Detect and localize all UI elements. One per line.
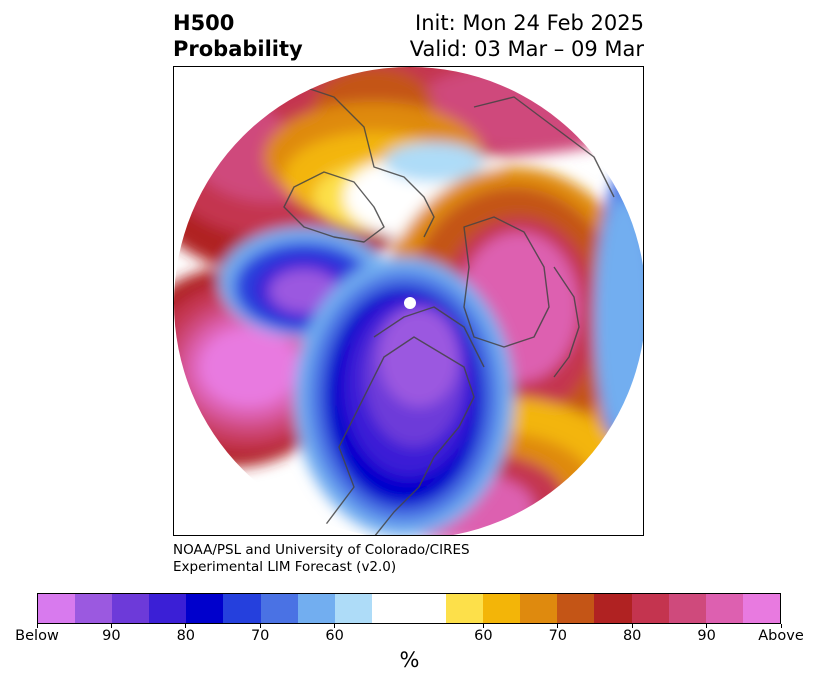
colorbar-cell bbox=[334, 594, 372, 623]
colorbar-cell bbox=[297, 594, 335, 623]
coastline bbox=[473, 96, 615, 198]
colorbar-cell bbox=[112, 594, 150, 623]
title-quantity: Probability bbox=[173, 37, 303, 61]
colorbar-tick-mark bbox=[706, 624, 708, 628]
coastline bbox=[463, 216, 550, 348]
colorbar-cell bbox=[557, 594, 595, 623]
colorbar-cell bbox=[631, 594, 669, 623]
map-region bbox=[269, 269, 339, 313]
colorbar-tick-label: Above bbox=[758, 628, 804, 644]
colorbar-cell bbox=[38, 594, 76, 623]
credits: NOAA/PSL and University of Colorado/CIRE… bbox=[173, 542, 470, 576]
colorbar-tick-mark bbox=[185, 624, 187, 628]
colorbar-tick-label: 80 bbox=[176, 628, 196, 644]
colorbar-tick-mark bbox=[557, 624, 559, 628]
init-date: Init: Mon 24 Feb 2025 bbox=[415, 11, 644, 35]
colorbar-tick-label: 60 bbox=[474, 628, 493, 644]
colorbar-cell bbox=[668, 594, 706, 623]
colorbar-tick-mark bbox=[36, 624, 38, 628]
colorbar-tick-mark bbox=[334, 624, 336, 628]
colorbar-tick-mark bbox=[780, 624, 782, 628]
title-left: H500 Probability bbox=[173, 10, 303, 62]
credits-line1: NOAA/PSL and University of Colorado/CIRE… bbox=[173, 542, 470, 558]
colorbar-cell bbox=[594, 594, 632, 623]
colorbar-tick-label: 90 bbox=[102, 628, 121, 644]
credits-line2: Experimental LIM Forecast (v2.0) bbox=[173, 559, 397, 575]
colorbar-tick-mark bbox=[259, 624, 261, 628]
title-variable: H500 bbox=[173, 11, 235, 35]
map-panel bbox=[173, 66, 644, 536]
colorbar-cell bbox=[260, 594, 298, 623]
coastline bbox=[283, 171, 385, 243]
colorbar-cell bbox=[742, 594, 780, 623]
colorbar-tick-label: 70 bbox=[548, 628, 568, 644]
colorbar-cell bbox=[186, 594, 224, 623]
map-region bbox=[379, 307, 459, 407]
colorbar-tick-mark bbox=[482, 624, 484, 628]
colorbar-cell bbox=[223, 594, 261, 623]
colorbar-tick-label: 80 bbox=[622, 628, 642, 644]
map-region bbox=[384, 142, 484, 182]
colorbar-cell bbox=[75, 594, 113, 623]
colorbar-tick-label: 90 bbox=[697, 628, 716, 644]
colorbar-tick-label: 60 bbox=[325, 628, 344, 644]
probability-map bbox=[174, 67, 643, 535]
colorbar bbox=[37, 593, 781, 624]
colorbar-cell bbox=[446, 594, 484, 623]
coastline bbox=[323, 336, 475, 535]
colorbar-cell bbox=[483, 594, 521, 623]
pole-marker bbox=[404, 297, 416, 309]
valid-range: Valid: 03 Mar – 09 Mar bbox=[409, 37, 644, 61]
title-right: Init: Mon 24 Feb 2025 Valid: 03 Mar – 09… bbox=[410, 10, 644, 62]
colorbar-tick-label: Below bbox=[15, 628, 59, 644]
colorbar-cell bbox=[408, 594, 447, 623]
colorbar-cell bbox=[149, 594, 187, 623]
coastline bbox=[303, 86, 435, 238]
colorbar-tick-mark bbox=[110, 624, 112, 628]
colorbar-cell bbox=[371, 594, 409, 623]
coastline bbox=[553, 266, 580, 378]
coastline bbox=[373, 306, 485, 368]
colorbar-tick-mark bbox=[631, 624, 633, 628]
colorbar-cell bbox=[705, 594, 743, 623]
map-region bbox=[199, 327, 299, 407]
colorbar-tick-label: 70 bbox=[250, 628, 270, 644]
colorbar-label: % bbox=[399, 648, 420, 672]
colorbar-cell bbox=[520, 594, 558, 623]
